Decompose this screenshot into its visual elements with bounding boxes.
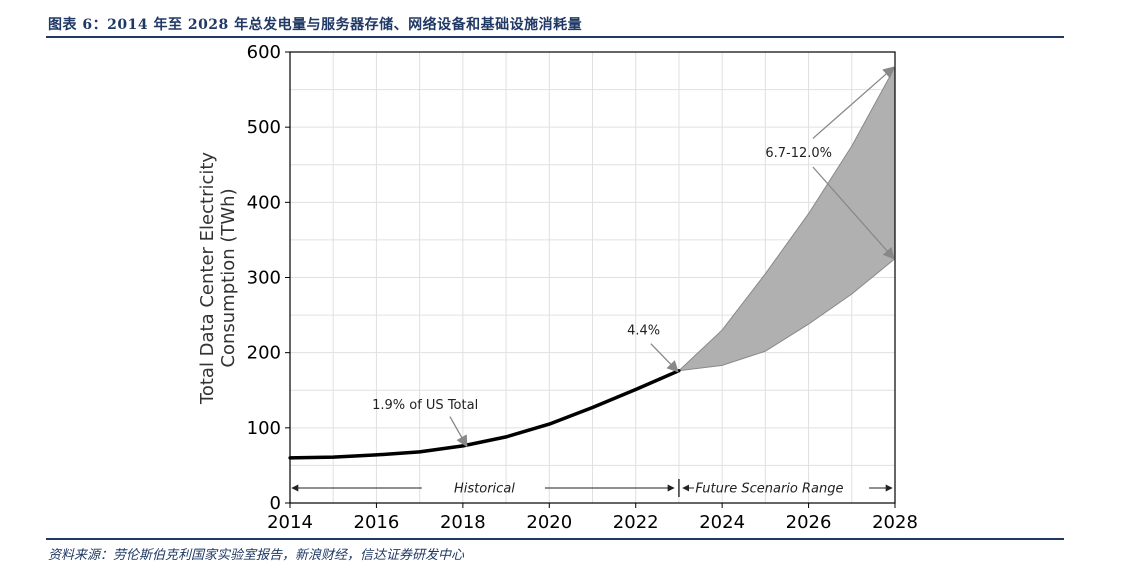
x-tick-label-2028: 2028 bbox=[872, 512, 918, 533]
historical-point-2022 bbox=[634, 387, 638, 392]
historical-point-2019 bbox=[504, 435, 508, 439]
figure-title: 图表 6：2014 年至 2028 年总发电量与服务器存储、网络设备和基础设施消… bbox=[48, 17, 583, 33]
chart-lines bbox=[288, 369, 681, 460]
annotation-2023-share-label: 4.4% bbox=[627, 324, 660, 339]
y-tick-label-300: 300 bbox=[247, 268, 281, 289]
y-tick-label-500: 500 bbox=[247, 117, 281, 138]
historical-range-label: Historical bbox=[454, 482, 515, 497]
x-tick-label-2016: 2016 bbox=[354, 512, 400, 533]
future-range-label: Future Scenario Range bbox=[695, 482, 843, 497]
top-rule bbox=[46, 36, 1064, 38]
y-tick-label-100: 100 bbox=[247, 418, 281, 439]
x-tick-label-2026: 2026 bbox=[786, 512, 832, 533]
chart-ranges: Historical Future Scenario Range bbox=[291, 479, 893, 497]
annotation-2023-share-arrow bbox=[650, 343, 679, 373]
annotation-2028-high-arrow bbox=[812, 66, 895, 139]
x-tick-label-2018: 2018 bbox=[440, 512, 486, 533]
annotation-2028-share-label: 6.7-12.0% bbox=[765, 146, 832, 161]
historical-point-2017 bbox=[418, 450, 422, 454]
bottom-rule bbox=[46, 538, 1064, 540]
chart-annotations: 1.9% of US Total 4.4% 6.7-12.0% bbox=[372, 66, 895, 448]
y-tick-label-400: 400 bbox=[247, 192, 281, 213]
historical-line bbox=[289, 369, 680, 460]
x-tick-label-2014: 2014 bbox=[267, 512, 313, 533]
historical-point-2015 bbox=[331, 455, 335, 459]
y-axis-title-line-1: Total Data Center Electricity bbox=[197, 152, 218, 406]
x-tick-label-2020: 2020 bbox=[526, 512, 572, 533]
x-tick-label-2024: 2024 bbox=[699, 512, 745, 533]
scenario-band bbox=[677, 66, 896, 372]
annotation-us-total-arrow bbox=[449, 416, 468, 448]
historical-point-2020 bbox=[547, 422, 551, 426]
source-note: 资料来源：劳伦斯伯克利国家实验室报告，新浪财经，信达证券研发中心 bbox=[48, 548, 465, 563]
y-tick-label-200: 200 bbox=[247, 343, 281, 364]
annotation-us-total-label: 1.9% of US Total bbox=[372, 398, 478, 413]
x-tick-label-2022: 2022 bbox=[613, 512, 659, 533]
y-axis-title-line-2: Consumption (TWh) bbox=[218, 188, 239, 367]
y-tick-label-600: 600 bbox=[247, 42, 281, 63]
scenario-range-area bbox=[677, 66, 896, 372]
y-tick-label-0: 0 bbox=[270, 493, 281, 514]
chart-ticks: 2014 2016 2018 2020 2022 2024 2026 2028 0 100 200 3… bbox=[247, 42, 918, 533]
historical-point-2018 bbox=[461, 444, 465, 448]
annotation-2028-low-arrow bbox=[812, 166, 895, 260]
historical-point-2021 bbox=[590, 405, 595, 410]
historical-point-2016 bbox=[374, 453, 379, 457]
